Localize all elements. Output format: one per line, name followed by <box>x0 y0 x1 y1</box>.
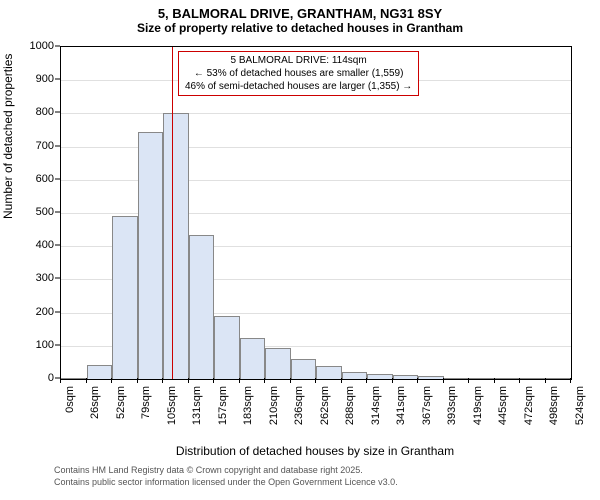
x-tick: 262sqm <box>319 386 331 425</box>
x-tick: 472sqm <box>523 386 535 425</box>
x-axis: 0sqm 26sqm 52sqm 79sqm 105sqm 131sqm 157sqm 183… <box>60 378 570 448</box>
y-tick: 1000 <box>30 40 54 52</box>
y-tick: 600 <box>36 173 54 185</box>
chart-title-2: Size of property relative to detached ho… <box>0 21 600 41</box>
footer-line-2: Contains public sector information licen… <box>54 477 398 489</box>
histogram-bar <box>291 359 317 379</box>
y-tick: 200 <box>36 306 54 318</box>
histogram-bar <box>316 366 342 379</box>
y-tick: 800 <box>36 106 54 118</box>
x-tick: 105sqm <box>166 386 178 425</box>
x-tick: 52sqm <box>115 386 127 419</box>
histogram-bar <box>163 113 189 379</box>
x-axis-label: Distribution of detached houses by size … <box>60 444 570 458</box>
y-axis: 01002003004005006007008009001000 <box>0 46 60 378</box>
y-tick: 0 <box>48 372 54 384</box>
x-tick: 236sqm <box>294 386 306 425</box>
annotation-box: 5 BALMORAL DRIVE: 114sqm← 53% of detache… <box>178 51 419 96</box>
annotation-line: 5 BALMORAL DRIVE: 114sqm <box>185 54 412 67</box>
histogram-bar <box>214 316 240 379</box>
y-tick: 100 <box>36 339 54 351</box>
x-tick: 445sqm <box>498 386 510 425</box>
histogram-bar <box>112 216 138 379</box>
histogram-bar <box>265 348 291 379</box>
histogram-bar <box>189 235 215 379</box>
x-tick: 157sqm <box>217 386 229 425</box>
chart-title-1: 5, BALMORAL DRIVE, GRANTHAM, NG31 8SY <box>0 0 600 21</box>
chart-container: 5, BALMORAL DRIVE, GRANTHAM, NG31 8SY Si… <box>0 0 600 500</box>
y-tick: 500 <box>36 206 54 218</box>
x-tick: 210sqm <box>268 386 280 425</box>
histogram-bar <box>138 132 164 379</box>
footer-line-1: Contains HM Land Registry data © Crown c… <box>54 465 398 477</box>
x-tick: 314sqm <box>370 386 382 425</box>
x-tick: 524sqm <box>574 386 586 425</box>
x-tick: 419sqm <box>472 386 484 425</box>
histogram-bar <box>87 365 113 379</box>
marker-line <box>172 47 173 379</box>
x-tick: 131sqm <box>192 386 204 425</box>
x-tick: 26sqm <box>90 386 102 419</box>
x-tick: 498sqm <box>549 386 561 425</box>
y-tick: 400 <box>36 239 54 251</box>
y-tick: 300 <box>36 272 54 284</box>
y-tick: 700 <box>36 140 54 152</box>
annotation-line: ← 53% of detached houses are smaller (1,… <box>185 67 412 80</box>
x-tick: 341sqm <box>396 386 408 425</box>
x-tick: 288sqm <box>345 386 357 425</box>
grid-line <box>61 113 571 114</box>
x-tick: 79sqm <box>141 386 153 419</box>
histogram-bar <box>240 338 266 380</box>
plot-area: 5 BALMORAL DRIVE: 114sqm← 53% of detache… <box>60 46 572 380</box>
x-tick: 367sqm <box>421 386 433 425</box>
footer: Contains HM Land Registry data © Crown c… <box>54 465 398 488</box>
annotation-line: 46% of semi-detached houses are larger (… <box>185 80 412 93</box>
x-tick: 183sqm <box>243 386 255 425</box>
x-tick: 0sqm <box>64 386 76 413</box>
y-tick: 900 <box>36 73 54 85</box>
x-tick: 393sqm <box>447 386 459 425</box>
